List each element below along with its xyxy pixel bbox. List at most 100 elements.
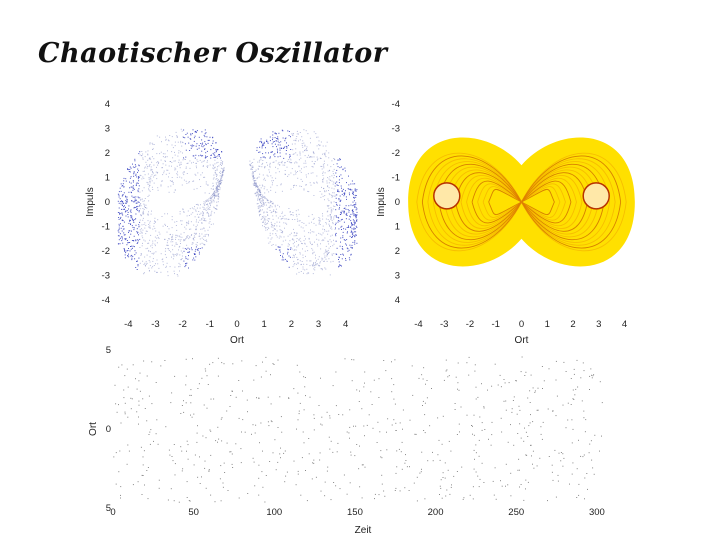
scatter-point: [284, 162, 286, 164]
scatter-point: [212, 223, 214, 225]
scatter-point: [172, 238, 174, 240]
scatter-point: [352, 235, 353, 237]
scatter-point: [261, 141, 263, 143]
scatter-point: [142, 213, 144, 215]
scatter-point: [267, 421, 269, 423]
scatter-point: [263, 219, 265, 221]
scatter-point: [168, 176, 169, 178]
scatter-point: [154, 217, 156, 219]
scatter-point: [152, 266, 154, 268]
scatter-point: [422, 400, 424, 402]
scatter-point: [297, 177, 299, 179]
scatter-point: [337, 166, 339, 168]
scatter-point: [280, 236, 282, 238]
scatter-point: [201, 222, 202, 224]
scatter-point: [173, 254, 175, 256]
scatter-point: [224, 472, 226, 473]
scatter-point: [148, 189, 150, 191]
scatter-point: [313, 195, 315, 196]
scatter-point: [123, 228, 125, 230]
scatter-point: [565, 371, 567, 372]
scatter-point: [381, 474, 383, 476]
scatter-point: [351, 223, 353, 225]
scatter-point: [285, 137, 287, 139]
scatter-point: [207, 184, 209, 186]
scatter-point: [143, 208, 145, 210]
scatter-point: [340, 226, 342, 228]
scatter-point: [259, 442, 260, 444]
scatter-point: [259, 189, 261, 191]
scatter-point: [185, 263, 187, 265]
scatter-point: [206, 212, 208, 214]
scatter-point: [215, 151, 217, 153]
scatter-point: [181, 223, 183, 225]
scatter-point: [324, 154, 326, 155]
scatter-point: [343, 221, 345, 223]
scatter-point: [219, 164, 221, 165]
scatter-point: [220, 173, 222, 174]
scatter-point: [217, 166, 218, 168]
scatter-point: [575, 388, 577, 390]
scatter-point: [290, 247, 292, 249]
scatter-point: [280, 161, 282, 163]
scatter-point: [202, 213, 204, 215]
scatter-point: [347, 209, 349, 210]
scatter-point: [314, 161, 316, 162]
scatter-point: [263, 211, 265, 213]
scatter-point: [192, 180, 194, 182]
scatter-point: [209, 164, 211, 166]
scatter-point: [149, 261, 151, 263]
scatter-point: [281, 213, 283, 214]
scatter-point: [350, 231, 352, 233]
scatter-point: [143, 272, 145, 274]
scatter-point: [334, 182, 336, 184]
scatter-point: [265, 219, 267, 221]
scatter-point: [123, 248, 125, 250]
scatter-point: [272, 134, 274, 136]
y-tick-label: -2: [392, 148, 400, 159]
scatter-point: [278, 171, 280, 173]
scatter-point: [300, 157, 302, 159]
scatter-point: [350, 246, 352, 248]
scatter-point: [258, 211, 260, 213]
scatter-point: [215, 142, 217, 144]
scatter-point: [160, 185, 162, 187]
scatter-point: [343, 195, 345, 197]
scatter-point: [204, 220, 206, 222]
scatter-point: [429, 425, 431, 427]
scatter-point: [340, 166, 342, 168]
scatter-point: [139, 204, 141, 206]
scatter-point: [216, 192, 218, 194]
scatter-point: [137, 239, 139, 241]
scatter-point: [147, 213, 149, 215]
scatter-point: [262, 143, 264, 145]
scatter-point: [219, 172, 221, 174]
scatter-point: [206, 199, 208, 201]
scatter-point: [391, 361, 392, 363]
scatter-point: [353, 204, 355, 206]
scatter-point: [270, 151, 272, 153]
scatter-point: [124, 257, 126, 259]
scatter-point: [292, 212, 294, 213]
scatter-point: [326, 260, 328, 262]
scatter-point: [282, 257, 284, 259]
x-axis-label: Zeit: [355, 525, 372, 536]
scatter-point: [148, 211, 149, 213]
scatter-point: [176, 234, 178, 236]
scatter-point: [156, 259, 158, 261]
scatter-point: [393, 419, 395, 421]
scatter-point: [346, 182, 347, 184]
scatter-point: [204, 129, 206, 131]
scatter-point: [252, 175, 254, 177]
scatter-point: [305, 162, 307, 164]
scatter-point: [230, 451, 232, 453]
scatter-point: [175, 168, 177, 170]
scatter-point: [322, 232, 324, 234]
scatter-point: [116, 411, 118, 413]
scatter-point: [203, 201, 205, 203]
scatter-point: [289, 161, 291, 163]
scatter-point: [320, 377, 321, 379]
scatter-point: [216, 187, 218, 189]
scatter-point: [205, 152, 207, 154]
scatter-point: [202, 165, 204, 167]
